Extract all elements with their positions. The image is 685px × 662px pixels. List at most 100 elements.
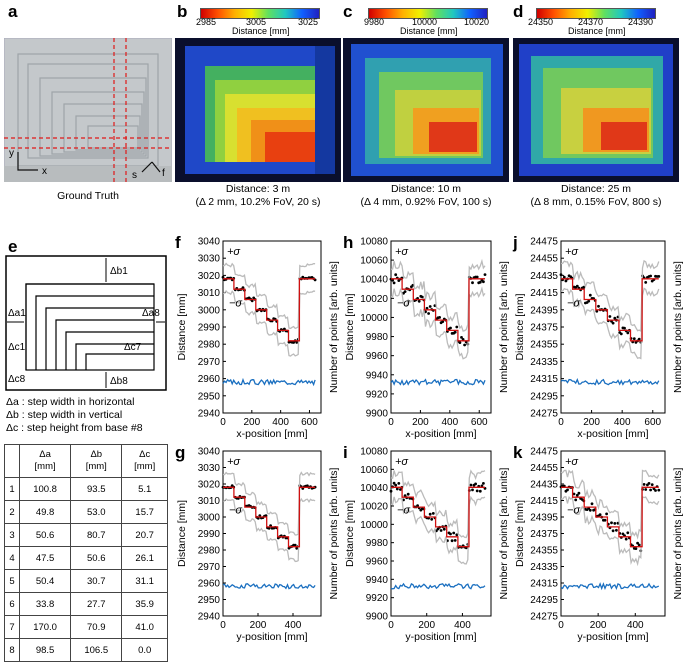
data-point xyxy=(649,274,652,278)
y-tick-label: 24455 xyxy=(530,254,558,265)
y-axis-label: Distance [mm] xyxy=(176,500,188,567)
x-tick-label: 400 xyxy=(285,620,302,631)
data-point xyxy=(453,330,457,334)
y-tick-label: 2980 xyxy=(198,340,221,351)
y-tick-label: 3010 xyxy=(198,288,221,299)
data-point xyxy=(417,299,421,303)
step-table: Δa [mm] Δb [mm] Δc [mm] 1 100.8 93.5 5.1 2 49.8… xyxy=(4,444,168,662)
y-tick-label: 24375 xyxy=(530,529,558,540)
y-tick-label: 2940 xyxy=(198,409,221,420)
data-point xyxy=(632,337,636,341)
data-point xyxy=(588,508,592,512)
minus-sigma-label: −σ xyxy=(397,297,410,309)
panel-label-e: e xyxy=(8,237,18,256)
y-tick-label: 10060 xyxy=(360,465,388,476)
x-tick-label: 400 xyxy=(627,620,644,631)
data-point xyxy=(452,531,456,535)
panel-label-k: k xyxy=(513,443,523,462)
y2-axis-label: Number of points [arb. units] xyxy=(498,261,510,393)
data-point xyxy=(642,483,646,486)
panel-label-c: c xyxy=(343,2,353,21)
x-tick-label: 0 xyxy=(220,417,226,428)
data-point xyxy=(587,299,591,303)
plus-sigma-label: +σ xyxy=(395,246,408,258)
data-point xyxy=(449,326,452,330)
colorbar-c-min: 9980 xyxy=(364,17,385,27)
data-point xyxy=(425,306,429,310)
data-point xyxy=(575,284,579,288)
caption-d-line1: Distance: 25 m xyxy=(560,183,632,195)
x-axis-label: x-position [mm] xyxy=(577,428,648,440)
y-tick-label: 10080 xyxy=(360,237,388,248)
chart-k: 24475 24455 24435 24415 24395 24375 24355 24335… xyxy=(514,447,684,644)
y-tick-label: 9960 xyxy=(366,351,389,362)
colorbar-c-max: 10020 xyxy=(464,17,490,27)
caption-b-line1: Distance: 3 m xyxy=(225,183,291,195)
minus-sigma-label: −σ xyxy=(229,297,242,309)
data-point xyxy=(391,278,394,282)
table-row: 7 170.0 70.9 41.0 xyxy=(4,615,168,639)
data-point xyxy=(657,488,661,492)
minus-sigma-label: −σ xyxy=(397,505,410,517)
y-tick-label: 24375 xyxy=(530,323,558,334)
data-point xyxy=(264,514,268,517)
data-point xyxy=(613,316,617,320)
caption-c-line2: (Δ 4 mm, 0.92% FoV, 100 s) xyxy=(360,196,492,208)
axis-s-label: s xyxy=(132,170,137,181)
plus-sigma-label: +σ xyxy=(227,456,240,468)
y-tick-label: 24435 xyxy=(530,271,558,282)
x-axis-label: y-position [mm] xyxy=(236,631,307,643)
data-point xyxy=(611,321,615,325)
y-tick-label: 24395 xyxy=(530,305,558,316)
label-c8: Δc8 xyxy=(8,374,26,385)
data-point xyxy=(603,518,607,522)
data-point xyxy=(574,498,578,502)
point-count-curve xyxy=(560,378,660,386)
plus-sigma-curve xyxy=(222,471,316,536)
data-point xyxy=(577,491,581,495)
x-tick-label: 400 xyxy=(272,417,289,428)
y-tick-label: 2950 xyxy=(198,391,221,402)
table-row: 5 50.4 30.7 31.1 xyxy=(4,569,168,593)
colorbar-d-mid: 24370 xyxy=(578,17,604,27)
y2-axis-label: Number of points [arb. units] xyxy=(328,467,340,599)
colorbar-b xyxy=(200,8,320,19)
data-point xyxy=(478,489,482,493)
minus-sigma-label: −σ xyxy=(229,505,242,517)
data-point xyxy=(292,341,295,344)
data-point xyxy=(478,280,482,284)
y-tick-label: 2980 xyxy=(198,546,221,557)
y-tick-label: 9960 xyxy=(366,557,389,568)
point-count-curve xyxy=(560,582,660,591)
y-tick-label: 24355 xyxy=(530,546,558,557)
colorbar-d xyxy=(536,8,656,19)
legend-c: Δc : step height from base #8 xyxy=(6,422,143,434)
y-tick-label: 2990 xyxy=(198,529,221,540)
x-tick-label: 200 xyxy=(590,620,607,631)
x-tick-label: 0 xyxy=(558,620,564,631)
y-tick-label: 2990 xyxy=(198,323,221,334)
table-row: 8 98.5 106.5 0.0 xyxy=(4,638,168,662)
colorbar-d-label: Distance [mm] xyxy=(568,26,626,36)
y-axis-label: Distance [mm] xyxy=(514,500,526,567)
y-tick-label: 2970 xyxy=(198,357,221,368)
data-point xyxy=(442,527,446,531)
data-point xyxy=(615,528,618,532)
legend-b: Δb : step width in vertical xyxy=(6,409,123,421)
true-profile-line xyxy=(223,486,316,548)
table-header-da: Δa [mm] xyxy=(18,444,72,478)
data-point xyxy=(605,512,608,516)
data-point xyxy=(295,341,299,344)
y-tick-label: 9940 xyxy=(366,370,389,381)
x-tick-label: 200 xyxy=(250,620,267,631)
data-point xyxy=(475,275,479,279)
data-point xyxy=(455,533,459,537)
y-tick-label: 24435 xyxy=(530,480,558,491)
x-tick-label: 200 xyxy=(412,417,429,428)
colorbar-b-mid: 3005 xyxy=(246,17,267,27)
data-point xyxy=(619,332,623,336)
y-tick-label: 24275 xyxy=(530,409,558,420)
y-axis-label: Distance [mm] xyxy=(176,293,188,360)
table-header-dc: Δc [mm] xyxy=(121,444,168,478)
chart-f: 3040 3030 3020 3010 3000 2990 2980 2970 2960 2950… xyxy=(176,237,340,441)
